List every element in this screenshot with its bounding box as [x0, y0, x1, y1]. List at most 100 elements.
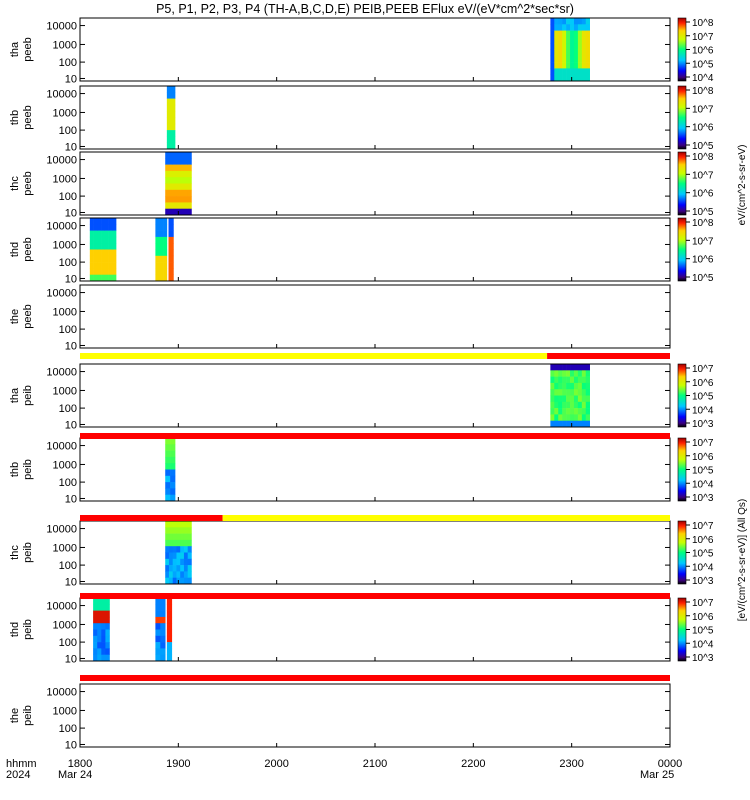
spectrogram-cell: [581, 36, 587, 44]
spectrogram-cell: [170, 475, 176, 483]
x-start-date-label: Mar 24: [58, 769, 92, 781]
spectrogram-cell: [105, 616, 110, 624]
y-tick-label: 1000: [53, 173, 77, 185]
spectrogram-cell: [180, 183, 185, 191]
y-tick-label: 1000: [53, 39, 77, 51]
spectrogram-cell: [180, 527, 185, 534]
spectrogram-cell: [581, 24, 587, 31]
spectrogram-cell: [577, 49, 583, 57]
colorbar-tick-label: 10^7: [692, 104, 714, 115]
spectrogram-cell: [570, 30, 575, 38]
spectrogram-cell: [163, 274, 168, 282]
colorbar-tick-label: 10^7: [692, 236, 714, 247]
y-tick-label: 1000: [53, 239, 77, 251]
colorbar-tick-label: 10^8: [692, 18, 714, 29]
spectrogram-cell: [160, 629, 166, 637]
panel-product-label: peib: [22, 705, 34, 726]
spectrogram-cell: [558, 389, 563, 396]
colorbar-tick-label: 10^5: [692, 141, 714, 152]
spectrogram-cell: [585, 55, 590, 63]
x-tick-label: 1900: [166, 758, 190, 770]
spectrogram-cell: [172, 521, 177, 528]
spectrogram-cell: [558, 408, 563, 415]
spectrogram-cell: [168, 152, 174, 159]
spectrogram-cell: [585, 370, 590, 377]
spectrogram-cell: [577, 43, 583, 50]
spectrogram-cell: [101, 635, 106, 643]
spectrogram-cell: [97, 604, 102, 611]
spectrogram-cell: [550, 370, 555, 377]
spectrogram-cell: [168, 552, 174, 560]
spectrogram-cell: [93, 230, 98, 238]
spectrogram-cell: [180, 177, 185, 184]
spectrogram-cell: [176, 164, 181, 172]
y-tick-label: 10000: [46, 89, 77, 101]
spectrogram-cell: [93, 274, 98, 282]
spectrogram-cell: [93, 610, 98, 618]
spectrogram-cell: [558, 30, 563, 38]
spectrogram-cell: [176, 521, 181, 528]
panel-probe-label: tha: [9, 387, 21, 403]
data-block-1: [89, 218, 117, 282]
spectrogram-cell: [573, 389, 579, 396]
spectrogram-cell: [165, 539, 170, 547]
spectrogram-cell: [101, 274, 106, 282]
spectrogram-cell: [581, 389, 587, 396]
spectrogram-cell: [93, 262, 98, 269]
spectrogram-cell: [573, 36, 579, 44]
spectrogram-cell: [112, 224, 117, 231]
spectrogram-cell: [170, 456, 176, 464]
spectrogram-cell: [97, 218, 102, 225]
spectrogram-cell: [566, 401, 571, 409]
y-tick-label: 1000: [53, 542, 77, 554]
spectrogram-cell: [558, 414, 563, 421]
spectrogram-cell: [570, 68, 575, 75]
spectrogram-cell: [165, 170, 170, 178]
spectrogram-cell: [165, 158, 170, 165]
spectrogram-cell: [97, 236, 102, 244]
spectrogram-cell: [170, 92, 176, 99]
spectrogram-cell: [112, 262, 117, 269]
spectrogram-cell: [163, 230, 168, 238]
spectrogram-cell: [101, 262, 106, 269]
spectrogram-cell: [554, 62, 559, 69]
spectrogram-cell: [105, 635, 110, 643]
spectrogram-cell: [558, 420, 563, 428]
spectrogram-cell: [562, 420, 567, 428]
spectrogram-cell: [172, 533, 177, 541]
spectrogram-cell: [550, 74, 555, 82]
spectrogram-cell: [170, 142, 176, 150]
spectrogram-cell: [573, 62, 579, 69]
spectrogram-cell: [562, 49, 567, 57]
y-tick-label: 10000: [46, 155, 77, 167]
spectrogram-cell: [160, 604, 166, 611]
spectrogram-cell: [573, 420, 579, 428]
spectrogram-cell: [585, 376, 590, 384]
spectrogram-cell: [112, 268, 117, 275]
spectrogram-cell: [183, 527, 188, 534]
spectrogram-cell: [180, 189, 185, 197]
spectrogram-cell: [112, 274, 117, 282]
y-tick-label: 100: [59, 477, 77, 489]
spectrogram-cell: [176, 152, 181, 159]
spectrogram-cell: [166, 86, 172, 93]
spectrogram-cell: [172, 189, 177, 197]
colorbar-tick-label: 10^4: [692, 73, 714, 84]
colorbars-group: 10^810^710^610^510^410^810^710^610^510^8…: [677, 17, 748, 664]
spectrogram-cell: [97, 243, 102, 250]
y-tick-label: 10: [65, 576, 77, 588]
spectrogram-cell: [558, 62, 563, 69]
spectrogram-cell: [112, 230, 117, 238]
spectrogram-cell: [168, 533, 174, 541]
spectrogram-cell: [558, 49, 563, 57]
x-end-date-label: Mar 25: [640, 769, 674, 781]
spectrogram-cell: [585, 36, 590, 44]
spectrogram-cell: [170, 218, 174, 225]
spectrogram-cell: [187, 571, 192, 578]
spectrogram-cell: [93, 255, 98, 263]
spectrogram-cell: [93, 598, 98, 605]
y-tick-label: 100: [59, 560, 77, 572]
spectrogram-cell: [180, 202, 185, 209]
y-tick-label: 100: [59, 257, 77, 269]
spectrogram-cell: [566, 408, 571, 415]
